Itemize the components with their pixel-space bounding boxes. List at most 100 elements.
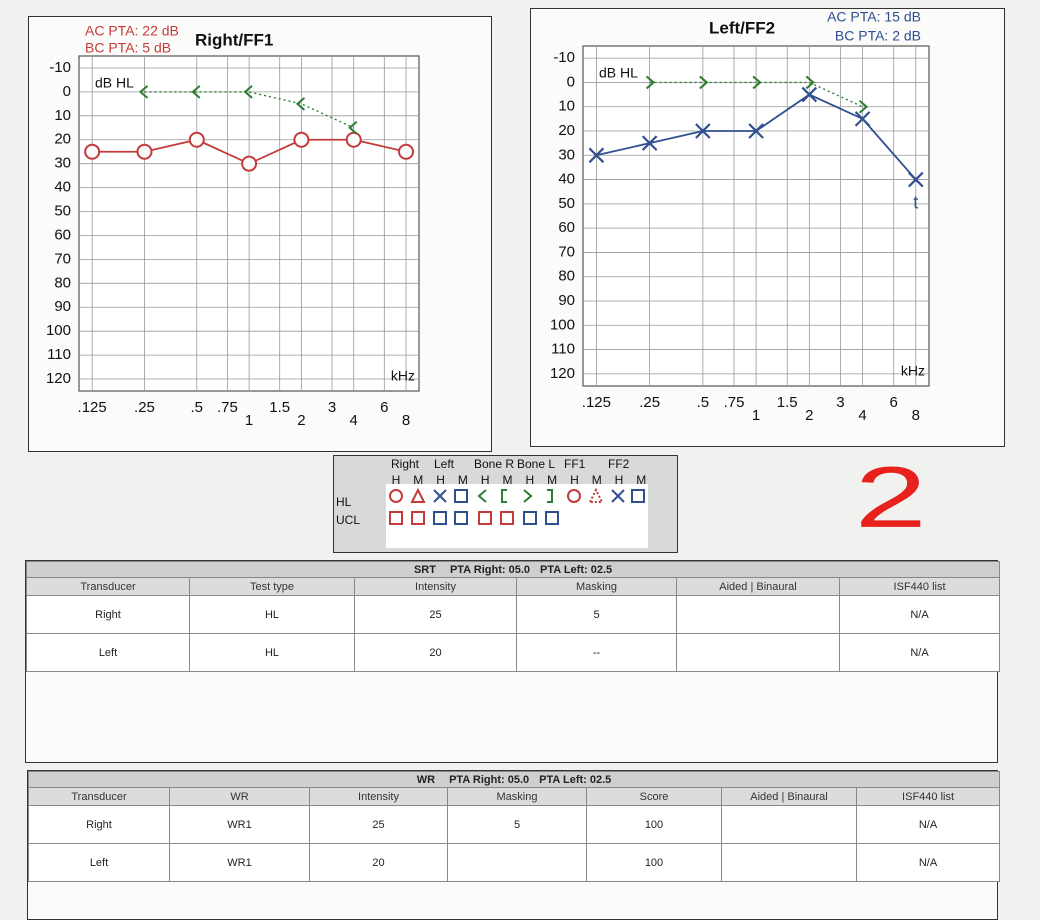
y-tick-label: 70 — [54, 250, 71, 267]
table-cell — [676, 595, 840, 634]
table-cell: 100 — [586, 805, 722, 844]
y-tick-label: 40 — [54, 179, 71, 196]
data-point — [801, 86, 818, 103]
y-axis-label: dB HL — [599, 65, 638, 81]
legend-column: M — [458, 473, 468, 487]
table-cell — [721, 843, 857, 882]
legend-header: Bone L — [517, 457, 555, 471]
column-header: Masking — [516, 577, 677, 596]
y-tick-label: 20 — [558, 122, 575, 139]
data-point — [908, 171, 924, 188]
data-point — [858, 99, 869, 114]
table-cell — [447, 843, 587, 882]
data-point — [854, 111, 871, 127]
y-tick-label: 90 — [558, 292, 575, 309]
pta-left: PTA Left: 02.5 — [540, 563, 613, 576]
wr-table: WR PTA Right: 05.0 PTA Left: 02.5 Transduce… — [27, 771, 1001, 882]
legend-column: H — [436, 473, 445, 487]
y-tick-label: 0 — [567, 73, 575, 90]
data-point — [695, 123, 711, 139]
y-tick-label: 50 — [558, 195, 575, 212]
table-cell — [676, 633, 840, 672]
pta-right: PTA Right: 05.0 — [449, 563, 530, 576]
data-point — [191, 85, 201, 99]
column-header: Aided | Binaural — [721, 787, 857, 806]
x-tick-label: 1.5 — [269, 399, 290, 416]
x-tick-label: 4 — [350, 412, 358, 429]
table-cell: 20 — [354, 633, 517, 672]
legend-header: Right — [391, 457, 420, 471]
x-tick-label: .5 — [191, 399, 204, 416]
table-cell: Left — [28, 843, 170, 882]
data-point — [752, 75, 762, 90]
table-cell: N/A — [855, 843, 1001, 882]
data-point — [348, 121, 358, 135]
table-cell: 25 — [354, 595, 517, 634]
table-cell: Right — [26, 595, 190, 634]
table-cell: 5 — [516, 595, 677, 634]
data-point — [641, 135, 658, 151]
column-header: WR — [169, 787, 310, 806]
pta-left: PTA Left: 02.5 — [539, 773, 612, 786]
title-cell: WR PTA Right: 05.0 PTA Left: 02.5 — [27, 771, 1001, 788]
header-row: Transducer WR Intensity Masking Score Aided |… — [28, 787, 1001, 806]
y-tick-label: 110 — [47, 346, 71, 363]
legend-column: H — [615, 473, 624, 487]
table-cell: N/A — [838, 595, 1001, 634]
column-header: Masking — [447, 787, 587, 806]
table-cell — [721, 805, 857, 844]
table-title: WR — [416, 773, 436, 786]
pta-right: PTA Right: 05.0 — [449, 773, 530, 786]
x-tick-label: .25 — [639, 394, 660, 411]
column-header: ISF440 list — [838, 577, 1001, 596]
y-tick-label: 110 — [551, 341, 575, 358]
data-point — [588, 147, 605, 164]
srt-table: SRT PTA Right: 05.0 PTA Left: 02.5 Transduc… — [25, 561, 1001, 672]
legend-column: M — [592, 473, 602, 487]
table-row: Right HL 25 5 N/A — [26, 595, 1001, 634]
data-point — [293, 131, 310, 148]
column-header: Intensity — [309, 787, 448, 806]
legend-column: M — [413, 473, 423, 487]
column-header: Test type — [189, 577, 355, 596]
title-row: WR PTA Right: 05.0 PTA Left: 02.5 — [27, 771, 1001, 788]
chart: Left/FF2 AC PTA: 15 dB BC PTA: 2 dB -10 0 10 2… — [550, 9, 930, 424]
table-cell: Right — [28, 805, 170, 844]
x-tick-label: .75 — [724, 394, 745, 411]
x-tick-label: .25 — [134, 399, 155, 416]
x-tick-label: .75 — [217, 399, 238, 416]
legend-header: Bone R — [474, 457, 514, 471]
data-point — [645, 75, 656, 90]
chart-panel: Right/FF1 AC PTA: 22 dB BC PTA: 5 dB -10 0 10… — [28, 16, 492, 452]
data-point — [243, 85, 253, 99]
column-header: ISF440 list — [855, 787, 1001, 806]
table-cell: 5 — [447, 805, 587, 844]
legend-row: HL — [336, 495, 352, 509]
table-cell: -- — [516, 633, 677, 672]
y-tick-label: 10 — [558, 98, 575, 115]
y-tick-label: 30 — [558, 146, 575, 163]
legend-column: H — [525, 473, 534, 487]
column-header: Aided | Binaural — [676, 577, 840, 596]
data-point — [748, 123, 764, 139]
series-line — [649, 81, 863, 108]
title-row: SRT PTA Right: 05.0 PTA Left: 02.5 — [25, 561, 1001, 578]
y-tick-label: -10 — [49, 59, 71, 76]
handwritten-note: 2 — [855, 450, 927, 546]
symbol-legend: Right Left Bone R Bone L FF1 FF2 H M H M H M H M H M H M H… — [333, 455, 678, 553]
data-point — [136, 143, 153, 160]
table-cell: 20 — [309, 843, 448, 882]
y-tick-label: 120 — [46, 370, 71, 387]
data-point — [138, 85, 149, 99]
y-tick-label: 100 — [46, 322, 71, 339]
table-row: Right WR1 25 5 100 N/A — [28, 805, 1001, 844]
table-cell: WR1 — [169, 805, 310, 844]
table-cell: N/A — [855, 805, 1001, 844]
point-annotation: t — [913, 192, 918, 212]
handwriting: 2 — [855, 450, 927, 546]
x-tick-label: .125 — [78, 399, 107, 416]
x-tick-label: 1 — [245, 412, 253, 429]
y-tick-label: -10 — [553, 49, 575, 66]
